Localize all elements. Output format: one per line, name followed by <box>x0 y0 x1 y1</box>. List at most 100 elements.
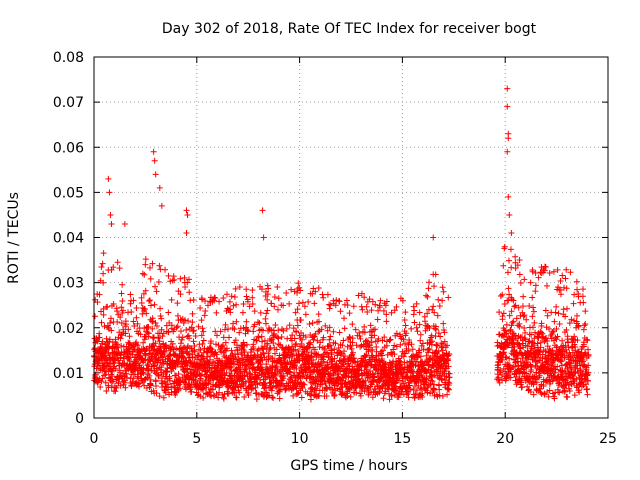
data-point <box>417 331 424 338</box>
data-point <box>356 333 363 340</box>
data-point <box>231 326 238 333</box>
data-point <box>322 322 329 329</box>
data-point <box>522 329 529 336</box>
data-point <box>97 384 104 391</box>
x-tick-label: 15 <box>393 431 411 447</box>
x-tick-label: 25 <box>599 431 617 447</box>
data-point <box>149 260 156 267</box>
data-point <box>292 309 299 316</box>
data-point <box>185 276 192 283</box>
data-point <box>142 256 149 263</box>
data-point <box>108 327 115 334</box>
data-point <box>168 322 175 329</box>
data-point <box>348 345 355 352</box>
data-point <box>556 321 563 328</box>
data-point <box>272 321 279 328</box>
data-point <box>112 388 119 395</box>
data-point <box>363 352 370 359</box>
data-point <box>528 364 535 371</box>
data-point <box>445 385 452 392</box>
data-point <box>439 297 446 304</box>
data-point <box>280 302 287 309</box>
data-point <box>165 386 172 393</box>
data-point <box>526 303 533 310</box>
data-point <box>400 380 407 387</box>
data-point <box>272 371 279 378</box>
data-point <box>293 385 300 392</box>
data-point <box>227 364 234 371</box>
data-point <box>344 302 351 309</box>
data-point <box>308 352 315 359</box>
data-point <box>122 330 129 337</box>
data-point <box>440 288 447 295</box>
data-point <box>298 394 305 401</box>
data-point <box>226 298 233 305</box>
data-point <box>152 383 159 390</box>
data-point <box>415 377 422 384</box>
data-point <box>190 327 197 334</box>
data-point <box>523 316 530 323</box>
data-point <box>264 291 271 298</box>
data-point <box>151 157 158 164</box>
data-point <box>106 374 113 381</box>
data-point <box>222 339 229 346</box>
data-point <box>368 339 375 346</box>
data-point <box>228 368 235 375</box>
data-point <box>305 358 312 365</box>
data-point <box>430 283 437 290</box>
data-point <box>298 340 305 347</box>
data-point <box>254 381 261 388</box>
data-point <box>320 294 327 301</box>
data-point <box>336 329 343 336</box>
data-point <box>147 275 154 282</box>
data-point <box>511 343 518 350</box>
data-point <box>521 335 528 342</box>
data-point <box>139 379 146 386</box>
data-point <box>403 391 410 398</box>
data-point <box>369 394 376 401</box>
data-point <box>524 348 531 355</box>
data-point <box>510 318 517 325</box>
data-point <box>201 312 208 319</box>
data-point <box>326 305 333 312</box>
data-point <box>334 385 341 392</box>
data-point <box>107 315 114 322</box>
data-point <box>445 386 452 393</box>
data-point <box>300 380 307 387</box>
data-point <box>306 364 313 371</box>
data-point <box>174 382 181 389</box>
data-point <box>368 307 375 314</box>
data-point <box>379 356 386 363</box>
data-point <box>147 264 154 271</box>
data-point <box>380 307 387 314</box>
data-point <box>146 372 153 379</box>
data-point <box>333 297 340 304</box>
data-point <box>322 349 329 356</box>
data-point <box>543 282 550 289</box>
data-point <box>405 394 412 401</box>
data-point <box>99 338 106 345</box>
data-point <box>207 353 214 360</box>
data-point <box>283 325 290 332</box>
data-point <box>259 207 266 214</box>
data-point <box>244 298 251 305</box>
data-point <box>358 290 365 297</box>
data-point <box>420 346 427 353</box>
data-point <box>236 284 243 291</box>
data-point <box>197 376 204 383</box>
data-point <box>134 373 141 380</box>
data-point <box>133 305 140 312</box>
data-point <box>405 347 412 354</box>
data-point <box>324 291 331 298</box>
data-point <box>205 380 212 387</box>
data-point <box>101 323 108 330</box>
data-point <box>126 333 133 340</box>
y-tick-label: 0 <box>75 411 84 427</box>
data-point <box>326 324 333 331</box>
data-point <box>530 380 537 387</box>
data-point <box>436 302 443 309</box>
data-point <box>501 243 508 250</box>
data-point <box>426 279 433 286</box>
data-point <box>439 284 446 291</box>
data-point <box>413 387 420 394</box>
